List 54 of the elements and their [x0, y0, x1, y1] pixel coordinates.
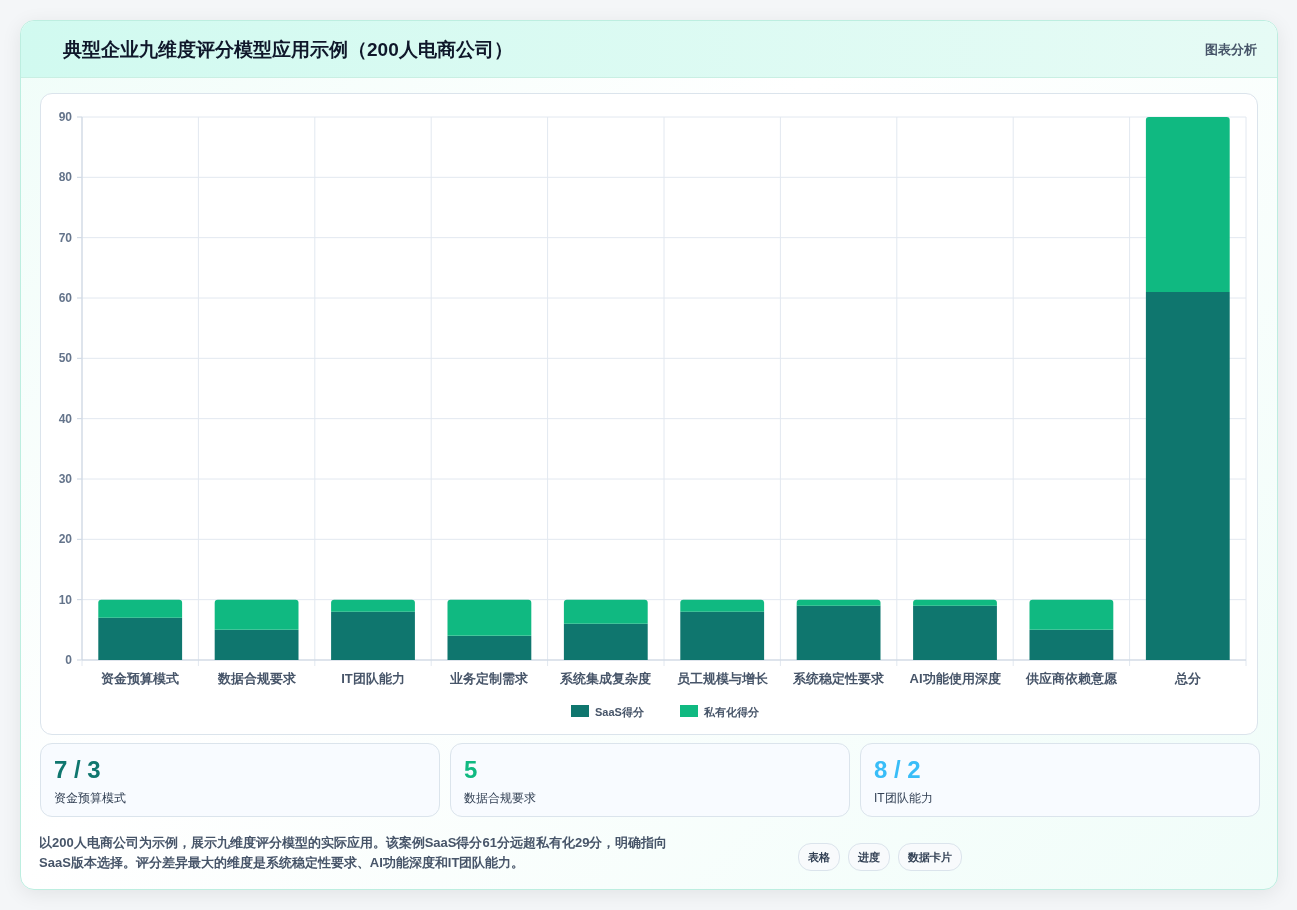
bar [214, 599, 299, 630]
bar [913, 605, 997, 660]
x-tick-label: 员工规模与增长 [676, 671, 769, 686]
y-tick-label: 0 [65, 653, 73, 667]
text: 以200人电商公司为示例，展示九维度评分模型的实际应用。该案例SaaS得分61分远超私有化29分，明确指向SaaS版本选择。评分差异最大的维度是系统稳定性要求、AI功能深度和IT团队能力。 [39, 834, 669, 872]
x-tick-label: 资金预算模式 [101, 671, 180, 686]
bar [563, 623, 648, 660]
x-tick-label: AI功能使用深度 [909, 671, 1001, 686]
bar [680, 599, 765, 612]
bar [796, 605, 881, 660]
category-label: IT团队能力 [874, 790, 933, 807]
y-tick-label: 70 [58, 230, 73, 245]
y-tick-label: 40 [58, 411, 73, 426]
y-tick-label: 20 [58, 532, 73, 547]
bar [98, 599, 183, 618]
bar [447, 599, 532, 636]
bar [331, 599, 415, 612]
y-tick-label: 80 [58, 170, 73, 185]
x-tick-label: 数据合规要求 [216, 671, 297, 686]
text: 5 [464, 756, 478, 783]
x-tick-label: 业务定制需求 [449, 671, 530, 686]
bar [680, 611, 765, 660]
x-tick-label: 系统集成复杂度 [559, 671, 652, 686]
text: 数据卡片 [898, 843, 962, 871]
text: 进度 [848, 843, 890, 871]
bar [447, 635, 532, 660]
y-tick-label: 90 [58, 110, 73, 124]
bar [1029, 599, 1114, 630]
y-tick-label: 50 [58, 351, 73, 366]
text: 图表分析 [1205, 41, 1257, 59]
bar [913, 599, 997, 606]
x-tick-label: 系统稳定性要求 [792, 671, 886, 686]
bar [563, 599, 648, 624]
y-tick-label: 10 [58, 592, 73, 607]
bar [98, 617, 183, 660]
chart-title: 典型企业九维度评分模型应用示例（200人电商公司） [63, 38, 513, 62]
legend-label: 私有化得分 [703, 706, 760, 718]
text: 8 / 2 [874, 756, 921, 783]
bar [214, 629, 299, 660]
bar [796, 599, 881, 606]
text: 7 / 3 [54, 756, 101, 783]
legend-label: SaaS得分 [595, 706, 645, 718]
x-tick-label: IT团队能力 [341, 671, 405, 686]
y-tick-label: 30 [58, 472, 73, 486]
x-tick-label: 供应商依赖意愿 [1024, 671, 1118, 686]
bar [1145, 117, 1230, 292]
bar [1029, 629, 1114, 660]
bar [1145, 291, 1230, 660]
category-label: 资金预算模式 [54, 790, 126, 807]
category-label: 数据合规要求 [464, 790, 536, 807]
text: 表格 [798, 843, 840, 871]
bar [331, 611, 415, 660]
x-tick-label: 总分 [1173, 671, 1202, 686]
y-tick-label: 60 [58, 291, 73, 305]
